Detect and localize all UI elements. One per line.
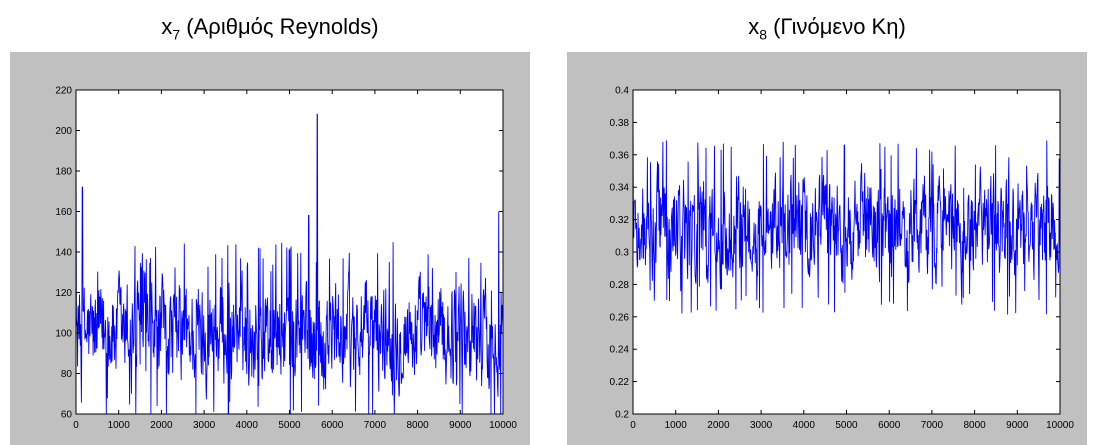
y-tick-label: 220	[55, 86, 72, 97]
series-line	[75, 113, 504, 415]
y-tick-label: 60	[61, 410, 73, 421]
plot-frame-reynolds: 0 1000 2000 3000 4000 5000 6000 7000 8000 9000 100…	[10, 52, 530, 445]
y-tick-label: 80	[61, 369, 73, 380]
y-tick-label: 120	[55, 288, 72, 299]
y-tick-label: 0.2	[615, 410, 629, 421]
y-tick-label: 200	[55, 126, 72, 137]
x-tick-label: 2000	[150, 420, 173, 431]
x-tick-label: 9000	[1006, 420, 1029, 431]
y-tick-label: 0.24	[610, 345, 630, 356]
title-text: (Γινόμενο Κη)	[766, 14, 906, 39]
x-tick-label: 1000	[108, 420, 131, 431]
y-tick-label: 0.4	[615, 86, 629, 97]
x-tick-label: 10000	[1046, 420, 1074, 431]
y-tick-label: 0.32	[610, 215, 630, 226]
title-var: x	[161, 14, 173, 39]
x-tick-label: 0	[630, 420, 636, 431]
y-tick-label: 0.26	[610, 312, 630, 323]
y-tick-label: 0.3	[615, 248, 629, 259]
series-line	[632, 106, 1061, 315]
y-tick-label: 0.28	[610, 280, 630, 291]
chart-title-reynolds: x7 (Αριθμός Reynolds)	[10, 14, 530, 42]
x-tick-label: 3000	[193, 420, 216, 431]
title-text: (Αριθμός Reynolds)	[180, 14, 379, 39]
y-tick-label: 180	[55, 167, 72, 178]
y-tick-label: 0.34	[610, 183, 630, 194]
x-tick-label: 5000	[278, 420, 301, 431]
x-tick-label: 3000	[750, 420, 773, 431]
x-tick-label: 1000	[665, 420, 688, 431]
y-tick-label: 160	[55, 207, 72, 218]
x-tick-label: 6000	[878, 420, 901, 431]
y-tick-label: 100	[55, 329, 72, 340]
y-tick-label: 0.22	[610, 377, 630, 388]
title-subscript: 7	[172, 26, 181, 43]
x-tick-label: 10000	[489, 420, 517, 431]
x-tick-label: 4000	[236, 420, 259, 431]
chart-panel-kh: x8 (Γινόμενο Κη) 0 1000 2000 3000 4000 5000 60…	[567, 0, 1087, 445]
x-tick-label: 2000	[707, 420, 730, 431]
plot-svg-reynolds: 0 1000 2000 3000 4000 5000 6000 7000 8000 9000 100…	[55, 86, 517, 432]
chart-title-kh: x8 (Γινόμενο Κη)	[567, 14, 1087, 42]
x-tick-label: 4000	[793, 420, 816, 431]
title-subscript: 8	[759, 26, 767, 43]
y-tick-label: 0.38	[610, 118, 630, 129]
chart-panel-reynolds: x7 (Αριθμός Reynolds) 0 1000 2000 3000 4000 5…	[10, 0, 530, 445]
x-tick-label: 9000	[449, 420, 472, 431]
x-tick-label: 5000	[835, 420, 858, 431]
x-tick-label: 7000	[921, 420, 944, 431]
y-tick-label: 0.36	[610, 150, 630, 161]
x-tick-label: 7000	[364, 420, 387, 431]
y-tick-label: 140	[55, 248, 72, 259]
x-tick-label: 6000	[321, 420, 344, 431]
title-var: x	[748, 14, 760, 39]
x-tick-label: 8000	[406, 420, 429, 431]
x-tick-label: 0	[73, 420, 79, 431]
plot-svg-kh: 0 1000 2000 3000 4000 5000 6000 7000 8000 9000 100…	[610, 86, 1075, 432]
plot-frame-kh: 0 1000 2000 3000 4000 5000 6000 7000 8000 9000 100…	[567, 52, 1087, 445]
x-tick-label: 8000	[963, 420, 986, 431]
